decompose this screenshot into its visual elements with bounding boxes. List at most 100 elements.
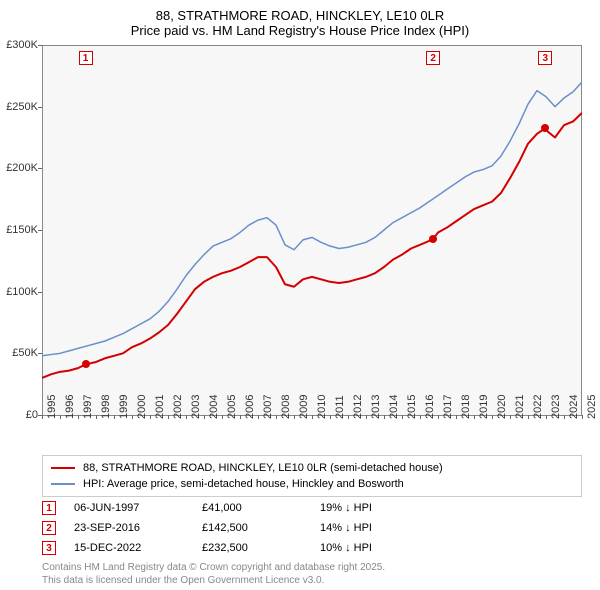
x-axis-label: 2000 <box>136 395 148 419</box>
y-tick <box>38 230 42 231</box>
marker-box-1: 1 <box>79 51 93 65</box>
x-tick <box>546 415 547 419</box>
legend-label: 88, STRATHMORE ROAD, HINCKLEY, LE10 0LR … <box>83 462 443 474</box>
legend-row: HPI: Average price, semi-detached house,… <box>51 476 573 492</box>
attribution-line2: This data is licensed under the Open Gov… <box>42 575 385 588</box>
y-axis-label: £50K <box>12 347 38 359</box>
x-tick <box>132 415 133 419</box>
x-tick <box>384 415 385 419</box>
series-hpi <box>42 82 582 356</box>
x-axis-label: 2004 <box>208 395 220 419</box>
footnote-date: 06-JUN-1997 <box>74 502 184 514</box>
x-tick <box>186 415 187 419</box>
y-tick <box>38 353 42 354</box>
x-tick <box>420 415 421 419</box>
data-point-2 <box>429 235 437 243</box>
chart-area: £0£50K£100K£150K£200K£250K£300K199519961… <box>42 45 582 415</box>
x-axis-label: 1995 <box>46 395 58 419</box>
attribution: Contains HM Land Registry data © Crown c… <box>42 562 385 587</box>
footnote-diff: 10% ↓ HPI <box>320 542 420 554</box>
attribution-line1: Contains HM Land Registry data © Crown c… <box>42 562 385 575</box>
x-tick <box>456 415 457 419</box>
y-axis-label: £0 <box>26 409 38 421</box>
x-axis-label: 2024 <box>568 395 580 419</box>
footnote-date: 15-DEC-2022 <box>74 542 184 554</box>
x-tick <box>348 415 349 419</box>
footnote-diff: 19% ↓ HPI <box>320 502 420 514</box>
legend-swatch <box>51 467 75 469</box>
y-axis-label: £250K <box>6 101 38 113</box>
footnote-row: 1 06-JUN-1997 £41,000 19% ↓ HPI <box>42 498 420 518</box>
footnote-marker: 1 <box>42 501 56 515</box>
x-axis-label: 2019 <box>478 395 490 419</box>
x-axis-label: 2006 <box>244 395 256 419</box>
y-axis-label: £150K <box>6 224 38 236</box>
x-tick <box>366 415 367 419</box>
legend-row: 88, STRATHMORE ROAD, HINCKLEY, LE10 0LR … <box>51 460 573 476</box>
chart-title: 88, STRATHMORE ROAD, HINCKLEY, LE10 0LR … <box>0 0 600 38</box>
y-tick <box>38 107 42 108</box>
x-axis-label: 2012 <box>352 395 364 419</box>
legend-swatch <box>51 483 75 485</box>
x-axis-label: 2017 <box>442 395 454 419</box>
x-axis-label: 2007 <box>262 395 274 419</box>
x-axis-label: 2016 <box>424 395 436 419</box>
x-tick <box>78 415 79 419</box>
y-axis-label: £300K <box>6 39 38 51</box>
x-tick <box>60 415 61 419</box>
footnote-marker: 3 <box>42 541 56 555</box>
x-axis-label: 2020 <box>496 395 508 419</box>
footnote-price: £41,000 <box>202 502 302 514</box>
x-tick <box>222 415 223 419</box>
x-tick <box>276 415 277 419</box>
footnotes: 1 06-JUN-1997 £41,000 19% ↓ HPI 2 23-SEP-2016… <box>42 498 420 558</box>
x-axis-label: 1998 <box>100 395 112 419</box>
x-tick <box>150 415 151 419</box>
x-tick <box>402 415 403 419</box>
marker-box-2: 2 <box>426 51 440 65</box>
data-point-1 <box>82 360 90 368</box>
chart-svg <box>42 45 582 415</box>
x-tick <box>330 415 331 419</box>
x-axis-label: 2023 <box>550 395 562 419</box>
x-axis-label: 2018 <box>460 395 472 419</box>
x-axis-label: 2008 <box>280 395 292 419</box>
x-axis-label: 2010 <box>316 395 328 419</box>
footnote-price: £142,500 <box>202 522 302 534</box>
x-tick <box>204 415 205 419</box>
x-axis-label: 2001 <box>154 395 166 419</box>
y-tick <box>38 292 42 293</box>
x-axis-label: 2002 <box>172 395 184 419</box>
x-tick <box>294 415 295 419</box>
x-tick <box>582 415 583 419</box>
data-point-3 <box>541 124 549 132</box>
x-axis-label: 2013 <box>370 395 382 419</box>
x-tick <box>168 415 169 419</box>
footnote-date: 23-SEP-2016 <box>74 522 184 534</box>
footnote-marker: 2 <box>42 521 56 535</box>
x-tick <box>510 415 511 419</box>
x-axis-label: 1997 <box>82 395 94 419</box>
x-tick <box>564 415 565 419</box>
title-subtitle: Price paid vs. HM Land Registry's House … <box>0 23 600 38</box>
x-tick <box>96 415 97 419</box>
x-tick <box>474 415 475 419</box>
footnote-row: 2 23-SEP-2016 £142,500 14% ↓ HPI <box>42 518 420 538</box>
series-price_paid <box>42 113 582 378</box>
x-axis-label: 2022 <box>532 395 544 419</box>
footnote-row: 3 15-DEC-2022 £232,500 10% ↓ HPI <box>42 538 420 558</box>
y-axis-label: £100K <box>6 286 38 298</box>
x-tick <box>312 415 313 419</box>
marker-box-3: 3 <box>538 51 552 65</box>
x-tick <box>528 415 529 419</box>
x-axis-label: 2003 <box>190 395 202 419</box>
x-axis-label: 2011 <box>334 395 346 419</box>
x-axis-label: 2021 <box>514 395 526 419</box>
x-axis-label: 2025 <box>586 395 598 419</box>
footnote-price: £232,500 <box>202 542 302 554</box>
footnote-diff: 14% ↓ HPI <box>320 522 420 534</box>
x-tick <box>240 415 241 419</box>
title-address: 88, STRATHMORE ROAD, HINCKLEY, LE10 0LR <box>0 8 600 23</box>
x-axis-label: 1996 <box>64 395 76 419</box>
x-axis-label: 1999 <box>118 395 130 419</box>
